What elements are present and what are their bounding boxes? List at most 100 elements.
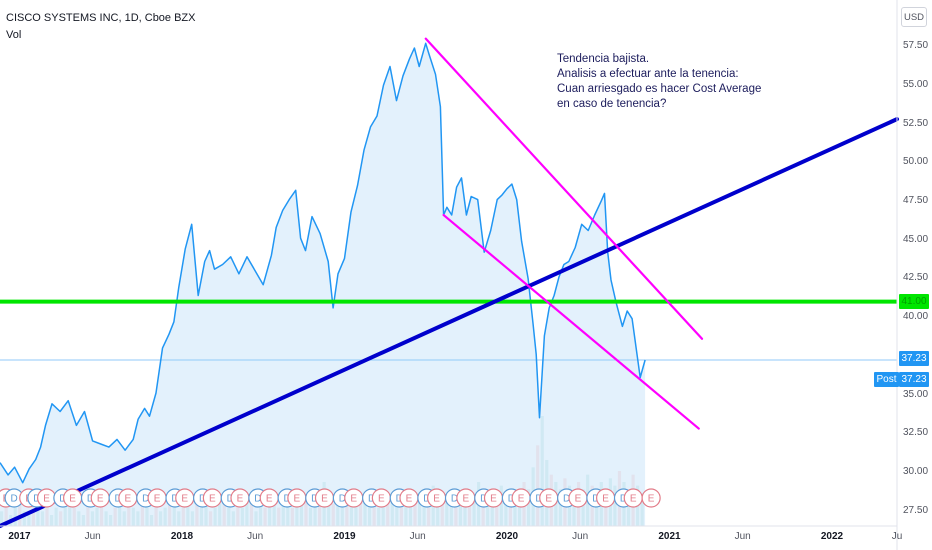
- earnings-marker[interactable]: E: [641, 488, 661, 508]
- x-tick-label: Jun: [572, 531, 589, 542]
- marker-label: D: [199, 494, 206, 505]
- y-tick-label: 30.00: [903, 465, 929, 477]
- chart-legend: CISCO SYSTEMS INC, 1D, Cboe BZX Vol: [6, 10, 196, 44]
- y-tick-label: 40.00: [903, 311, 929, 323]
- annotation-line-1: Tendencia bajista.: [557, 53, 650, 65]
- uptrend-line: [0, 117, 899, 528]
- earnings-marker[interactable]: E: [147, 488, 167, 508]
- marker-label: E: [406, 494, 413, 505]
- price-line: [0, 42, 646, 484]
- earnings-marker[interactable]: E: [37, 488, 57, 508]
- marker-label: E: [350, 494, 357, 505]
- y-tick-label: 32.50: [903, 427, 929, 439]
- marker-label: D: [171, 494, 178, 505]
- marker-label: E: [69, 494, 76, 505]
- earnings-marker[interactable]: E: [287, 488, 307, 508]
- marker-label: D: [620, 494, 627, 505]
- marker-label: E: [154, 494, 161, 505]
- marker-label: D: [59, 494, 66, 505]
- last-price-badge: 37.23: [899, 351, 929, 366]
- earnings-marker[interactable]: E: [483, 488, 504, 508]
- currency-button[interactable]: USD: [901, 7, 927, 27]
- y-tick-label: 52.50: [903, 117, 929, 129]
- marker-label: D: [254, 494, 261, 505]
- post-market-price-badge: 37.23: [899, 372, 929, 387]
- x-tick-label: 2020: [495, 531, 519, 542]
- x-tick-label: 2018: [170, 531, 194, 542]
- x-tick-label: Jun: [409, 531, 426, 542]
- y-tick-label: 35.00: [903, 388, 929, 400]
- marker-label: D: [311, 494, 318, 505]
- marker-label: D: [592, 494, 599, 505]
- y-tick-label: 55.00: [903, 79, 929, 91]
- earnings-marker[interactable]: E: [371, 488, 391, 508]
- x-tick-label: 2022: [820, 531, 844, 542]
- text-annotation[interactable]: Tendencia bajista. Analisis a efectuar a…: [557, 52, 761, 112]
- earnings-marker[interactable]: E: [90, 488, 110, 508]
- marker-label: E: [630, 494, 637, 505]
- earnings-marker[interactable]: E: [63, 488, 83, 508]
- earnings-marker[interactable]: E: [456, 488, 476, 508]
- support-line-price-badge: 41.00: [899, 294, 929, 309]
- marker-label: D: [563, 494, 570, 505]
- dividend-marker[interactable]: D: [4, 488, 24, 508]
- marker-label: D: [480, 494, 487, 505]
- marker-label: E: [125, 494, 132, 505]
- earnings-marker[interactable]: E: [344, 488, 364, 508]
- y-tick-label: 50.00: [903, 156, 929, 168]
- symbol-title[interactable]: CISCO SYSTEMS INC, 1D, Cboe BZX: [6, 12, 196, 24]
- earnings-marker[interactable]: E: [399, 488, 419, 508]
- marker-label: E: [321, 494, 328, 505]
- y-tick-label: 57.50: [903, 40, 929, 52]
- y-tick-label: 27.50: [903, 504, 929, 516]
- price-area-fill: [0, 43, 646, 527]
- earnings-marker[interactable]: E: [427, 488, 447, 508]
- x-tick-label: 2021: [658, 531, 681, 542]
- earnings-marker[interactable]: E: [539, 488, 559, 508]
- annotation-line-3: Cuan arriesgado es hacer Cost Average: [557, 83, 762, 95]
- marker-label: E: [209, 494, 216, 505]
- marker-label: D: [535, 494, 542, 505]
- marker-label: D: [508, 494, 515, 505]
- marker-label: E: [545, 494, 552, 505]
- marker-label: E: [266, 494, 273, 505]
- x-tick-label: 2017: [8, 531, 31, 542]
- marker-label: E: [575, 494, 582, 505]
- marker-label: D: [451, 494, 458, 505]
- marker-label: E: [433, 494, 440, 505]
- marker-label: E: [181, 494, 188, 505]
- earnings-marker[interactable]: E: [230, 488, 250, 508]
- earnings-marker[interactable]: E: [596, 488, 616, 508]
- marker-label: E: [648, 494, 655, 505]
- marker-label: D: [115, 494, 122, 505]
- earnings-marker[interactable]: E: [568, 488, 588, 508]
- earnings-marker[interactable]: E: [511, 488, 531, 508]
- x-tick-label: Jun: [247, 531, 264, 542]
- earnings-marker[interactable]: E: [259, 488, 279, 508]
- marker-label: E: [43, 494, 50, 505]
- channel-upper-line: [424, 37, 704, 340]
- marker-label: D: [87, 494, 94, 505]
- y-tick-label: 47.50: [903, 195, 929, 207]
- earnings-marker[interactable]: E: [175, 488, 195, 508]
- marker-circle: [641, 488, 661, 508]
- marker-label: E: [294, 494, 301, 505]
- marker-label: E: [97, 494, 104, 505]
- earnings-marker[interactable]: E: [314, 488, 335, 508]
- volume-indicator-label[interactable]: Vol: [6, 29, 22, 41]
- marker-label: D: [142, 494, 149, 505]
- earnings-marker[interactable]: E: [202, 488, 222, 508]
- channel-lower-line: [442, 213, 700, 430]
- marker-label: D: [227, 494, 234, 505]
- marker-label: E: [463, 494, 470, 505]
- marker-label: D: [368, 494, 375, 505]
- y-tick-label: 45.00: [903, 233, 929, 245]
- annotation-line-4: en caso de tenencia?: [557, 98, 667, 110]
- x-tick-label: Jun: [734, 531, 751, 542]
- earnings-marker[interactable]: E: [623, 488, 643, 508]
- earnings-marker[interactable]: E: [118, 488, 138, 508]
- x-tick-label: Jun: [84, 531, 101, 542]
- marker-label: D: [284, 494, 291, 505]
